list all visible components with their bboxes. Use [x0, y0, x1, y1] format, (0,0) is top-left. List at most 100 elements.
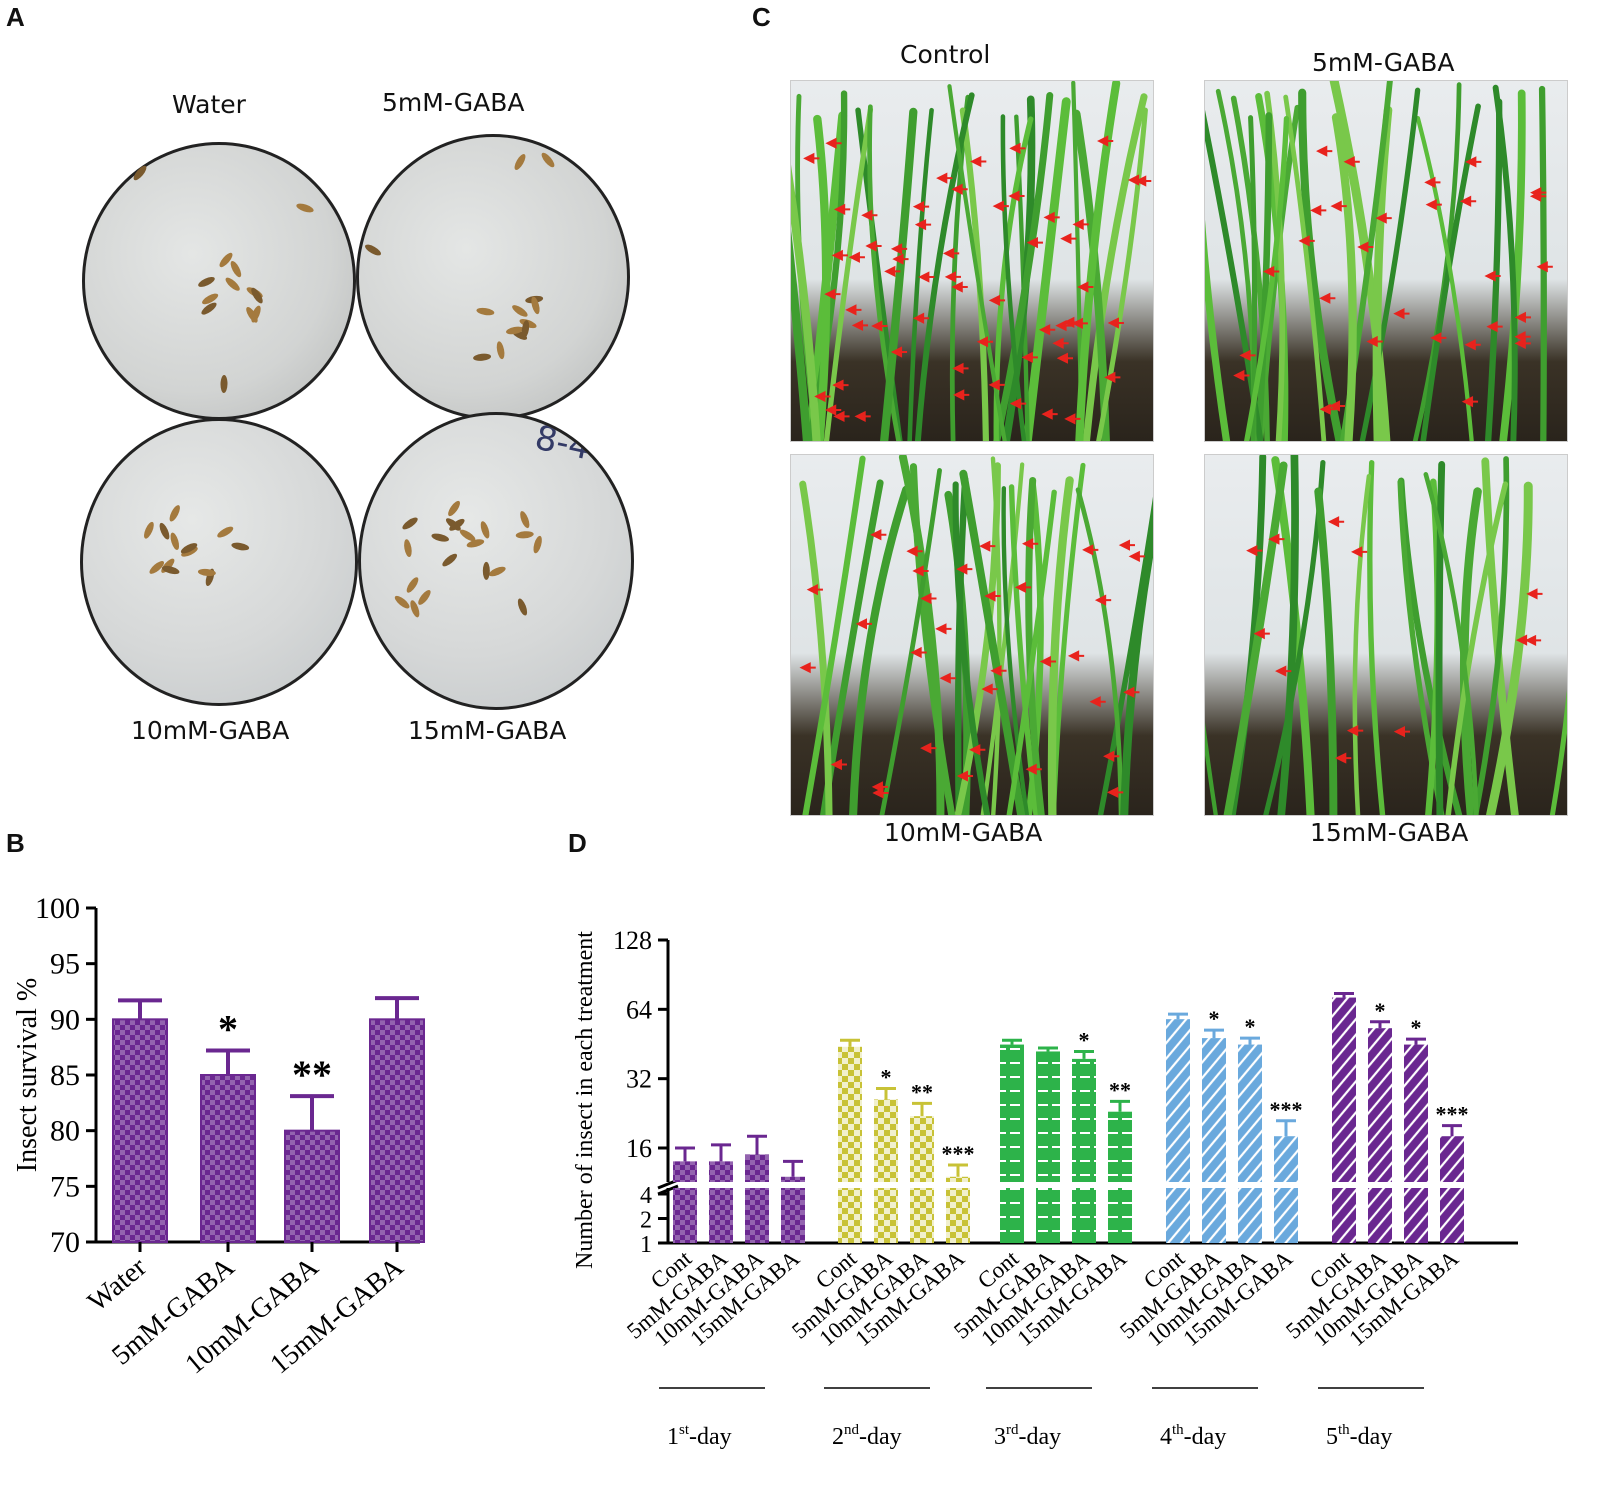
- plant-label-5mm: 5mM-GABA: [1312, 48, 1455, 77]
- insect-arrow: [871, 320, 888, 332]
- bar: [1202, 1038, 1226, 1182]
- insect-arrow: [1393, 308, 1410, 320]
- insect-arrow: [825, 137, 842, 149]
- rice-leaf: [1215, 88, 1257, 441]
- insect-arrow: [1514, 311, 1531, 324]
- insect-arrow: [970, 155, 987, 168]
- bar-lower: [910, 1188, 934, 1243]
- rice-leaf: [1472, 456, 1510, 815]
- rice-leaf: [791, 164, 821, 441]
- bar: [200, 1074, 256, 1243]
- day-suffix: -day: [1184, 1424, 1227, 1450]
- insect-arrow: [1094, 594, 1112, 606]
- insect-arrow: [1072, 218, 1089, 230]
- rice-leaf: [954, 476, 969, 815]
- bar: [1404, 1044, 1428, 1182]
- insect-arrow: [1056, 352, 1073, 364]
- insect-arrow: [884, 265, 901, 277]
- rice-leaf: [907, 107, 934, 441]
- petri-dish-water: [82, 142, 356, 420]
- day-superscript: rd: [1006, 1422, 1019, 1438]
- day-label: 1st-day: [667, 1422, 732, 1450]
- rice-leaf: [1096, 107, 1148, 441]
- insect-arrow: [892, 253, 909, 265]
- insect-arrow: [1064, 413, 1081, 425]
- insect-arrow: [1316, 145, 1333, 157]
- rice-leaf: [1075, 487, 1124, 815]
- insect-arrow: [942, 247, 960, 260]
- insect-arrow: [1328, 400, 1346, 412]
- insect-arrow: [865, 240, 882, 252]
- insect-arrow: [951, 183, 968, 195]
- insect-arrow: [1123, 686, 1140, 698]
- insect-arrow: [1127, 174, 1145, 186]
- insect-arrow: [1357, 241, 1374, 253]
- rice-leaf: [799, 480, 833, 815]
- day-number: 5: [1326, 1424, 1338, 1450]
- insect-arrow: [1484, 270, 1501, 282]
- dish-label-15mm: 15mM-GABA: [408, 716, 567, 745]
- insect-arrow: [890, 243, 908, 255]
- rice-leaf: [990, 456, 1002, 815]
- insect-arrow: [1526, 588, 1543, 600]
- insect-arrow: [976, 336, 994, 348]
- rice-leaf: [1367, 460, 1386, 815]
- insect-arrow: [1052, 337, 1069, 349]
- bar-lower: [838, 1188, 862, 1243]
- insect-arrow: [1246, 544, 1263, 557]
- y-tick-label: 128: [613, 926, 652, 955]
- bar: [1072, 1058, 1096, 1182]
- bar: [1440, 1136, 1464, 1182]
- plant-photo-10mm: [790, 454, 1154, 816]
- insect-arrow: [1461, 395, 1479, 408]
- insect-arrow: [1514, 331, 1531, 343]
- insect-arrow: [855, 618, 872, 630]
- bar-lower: [745, 1188, 769, 1243]
- insect-arrow: [992, 200, 1009, 212]
- insect-arrow: [830, 758, 847, 771]
- insect-arrow: [1107, 786, 1124, 798]
- bar: [1166, 1019, 1190, 1182]
- insect-arrow: [1253, 628, 1270, 640]
- rice-leaf: [914, 92, 975, 441]
- bar-lower: [1108, 1188, 1132, 1243]
- bar: [673, 1161, 697, 1182]
- insect-arrow: [1319, 292, 1336, 304]
- rice-leaf: [1423, 472, 1479, 815]
- insect-arrow: [1335, 752, 1352, 764]
- rice-leaf: [1283, 94, 1327, 441]
- y-tick-label: 95: [50, 948, 80, 981]
- insect-arrow: [1515, 634, 1533, 646]
- bar: [1000, 1044, 1024, 1182]
- insect-arrow: [1330, 200, 1347, 212]
- rice-leaf: [1205, 219, 1231, 441]
- significance-label: *: [1411, 1015, 1422, 1040]
- bar-lower: [709, 1188, 733, 1243]
- insect-arrow: [1310, 204, 1327, 216]
- day-superscript: th: [1172, 1422, 1184, 1438]
- insect-arrow: [1128, 550, 1145, 562]
- insect-arrow: [969, 744, 986, 756]
- bar: [946, 1176, 970, 1182]
- day-suffix: -day: [859, 1424, 902, 1450]
- bar: [874, 1099, 898, 1182]
- y-tick-label: 100: [35, 892, 80, 925]
- insect-arrow: [1275, 665, 1292, 677]
- y-axis-title: Insect survival %: [12, 978, 43, 1172]
- rice-leaf: [1082, 93, 1148, 441]
- insect-arrow: [1039, 655, 1057, 668]
- x-tick-label: Water: [82, 1251, 153, 1318]
- day-label: 2nd-day: [832, 1422, 902, 1450]
- bar: [1332, 997, 1356, 1182]
- dish-label-water: Water: [172, 90, 246, 119]
- bar-lower: [1238, 1188, 1262, 1243]
- insect-arrow: [1082, 544, 1099, 556]
- y-tick-label: 2: [640, 1208, 652, 1234]
- bar: [1108, 1111, 1132, 1182]
- rice-leaf: [1014, 114, 1030, 441]
- bar: [838, 1046, 862, 1182]
- day-number: 2: [832, 1424, 844, 1450]
- insect-arrow: [825, 404, 842, 416]
- y-tick-label: 4: [640, 1183, 652, 1209]
- insect-arrow: [939, 672, 956, 684]
